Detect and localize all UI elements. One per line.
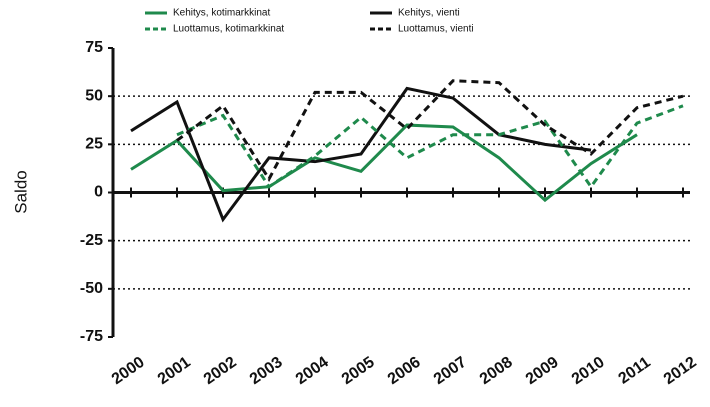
y-tick-label: -75	[80, 328, 103, 345]
x-tick-label: 2011	[616, 354, 654, 388]
x-tick-label: 2002	[201, 354, 240, 388]
x-tick-label: 2007	[431, 354, 470, 388]
series-line	[176, 104, 684, 190]
x-tick-label: 2000	[109, 354, 148, 388]
legend-label: Kehitys, vienti	[398, 8, 460, 19]
x-tick-label: 2005	[339, 354, 378, 388]
x-tick-label: 2009	[523, 354, 562, 388]
x-tick-label: 2008	[477, 354, 516, 388]
x-tick-label: 2010	[569, 354, 608, 388]
x-tick-label: 2006	[385, 354, 424, 388]
y-tick-label: 0	[94, 184, 103, 201]
legend-label: Kehitys, kotimarkkinat	[173, 8, 270, 19]
series-line	[130, 123, 638, 203]
y-tick-label: -25	[80, 232, 103, 249]
y-tick-label: 25	[85, 136, 103, 153]
x-tick-label: 2003	[247, 354, 286, 388]
x-tick-label: 2001	[155, 354, 194, 388]
x-tick-label: 2012	[661, 354, 700, 388]
legend-label: Luottamus, vienti	[398, 24, 474, 35]
y-axis-label: Saldo	[11, 170, 30, 213]
y-tick-label: -50	[80, 280, 103, 297]
x-tick-label: 2004	[293, 354, 332, 388]
legend-label: Luottamus, kotimarkkinat	[173, 24, 284, 35]
series-line	[130, 86, 592, 223]
y-tick-label: 75	[85, 39, 103, 56]
y-tick-label: 50	[85, 87, 103, 104]
